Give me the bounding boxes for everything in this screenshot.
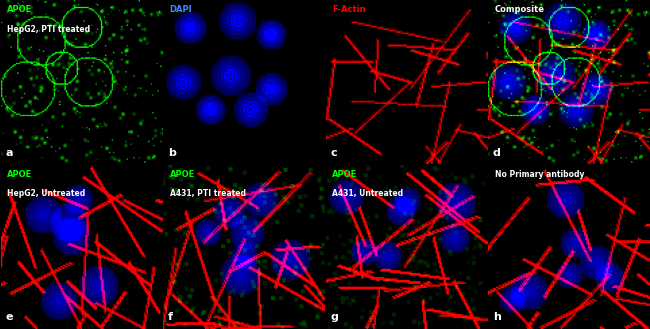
Text: A431, Untreated: A431, Untreated (332, 190, 403, 198)
Text: g: g (330, 312, 339, 322)
Text: APOE: APOE (332, 170, 358, 179)
Text: DAPI: DAPI (170, 5, 192, 14)
Text: c: c (330, 148, 337, 158)
Text: HepG2, PTI treated: HepG2, PTI treated (7, 25, 90, 34)
Text: f: f (168, 312, 173, 322)
Text: A431, PTI treated: A431, PTI treated (170, 190, 246, 198)
Text: F-Actin: F-Actin (332, 5, 366, 14)
Text: d: d (493, 148, 501, 158)
Text: APOE: APOE (170, 170, 195, 179)
Text: h: h (493, 312, 501, 322)
Text: No Primary antibody: No Primary antibody (495, 170, 584, 179)
Text: Composite: Composite (495, 5, 545, 14)
Text: e: e (5, 312, 13, 322)
Text: b: b (168, 148, 176, 158)
Text: HepG2, Untreated: HepG2, Untreated (7, 190, 85, 198)
Text: APOE: APOE (7, 170, 33, 179)
Text: APOE: APOE (7, 5, 33, 14)
Text: a: a (5, 148, 13, 158)
